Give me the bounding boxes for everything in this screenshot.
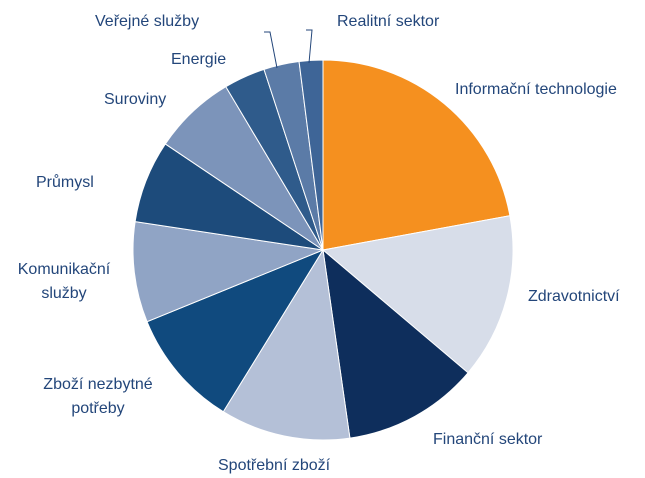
leader-line <box>264 31 278 69</box>
pie-slice <box>321 215 514 374</box>
pie-slice <box>146 248 325 413</box>
slice-label: Energie <box>171 51 227 68</box>
pie-slice <box>322 59 511 251</box>
slice-label: Průmysl <box>36 174 94 191</box>
leader-line <box>306 29 313 64</box>
slice-label: Finanční sektor <box>433 431 543 448</box>
pie-slice <box>298 59 324 251</box>
slice-label: Zdravotnictví <box>528 288 620 305</box>
slice-label: Spotřební zboží <box>218 457 331 474</box>
slice-label: Veřejné služby <box>95 13 200 30</box>
pie-slice <box>322 248 469 439</box>
slice-label: Realitní sektor <box>337 13 440 30</box>
pie-slice <box>222 248 351 441</box>
slice-label: Informační technologie <box>455 81 617 98</box>
slice-label: Zboží nezbytné potřeby <box>43 376 153 417</box>
pie-slice <box>132 221 325 323</box>
slice-label: Komunikační služby <box>17 261 111 302</box>
slice-label: Suroviny <box>104 91 167 108</box>
